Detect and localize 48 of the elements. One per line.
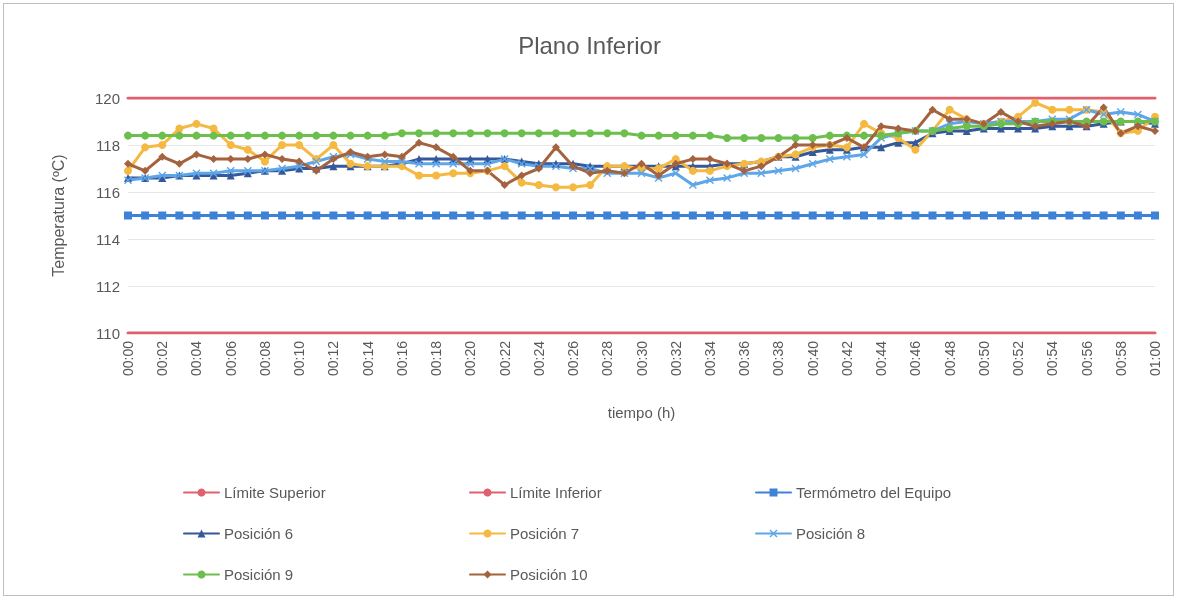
chart-title: Plano Inferior <box>518 31 661 59</box>
x-tick-label: 00:28 <box>599 340 616 377</box>
x-tick-label: 00:40 <box>804 340 821 377</box>
y-tick-label: 116 <box>96 183 120 201</box>
x-tick-label: 00:10 <box>291 340 308 377</box>
x-tick-label: 00:36 <box>736 340 753 377</box>
x-tick-label: 00:16 <box>393 340 410 377</box>
y-tick-label: 120 <box>94 89 120 107</box>
legend-label: Termómetro del Equipo <box>796 484 952 501</box>
x-tick-label: 00:52 <box>1010 340 1027 377</box>
x-tick-label: 00:44 <box>873 340 890 377</box>
x-tick-label: 00:46 <box>907 340 924 377</box>
y-tick-label: 112 <box>96 277 120 295</box>
legend-label: Posición 7 <box>510 525 580 542</box>
x-tick-label: 00:32 <box>667 340 684 377</box>
legend-label: Límite Superior <box>224 484 326 501</box>
legend-label: Posición 8 <box>796 525 866 542</box>
x-tick-label: 00:22 <box>496 340 513 377</box>
x-tick-label: 00:56 <box>1078 340 1095 377</box>
x-tick-label: 00:00 <box>120 340 136 377</box>
x-tick-label: 00:20 <box>462 340 479 377</box>
x-tick-label: 00:18 <box>428 340 445 377</box>
x-tick-label: 00:02 <box>154 340 171 377</box>
y-axis-title: Temperatura (ºC) <box>49 154 67 277</box>
x-tick-label: 00:50 <box>975 340 992 377</box>
x-tick-label: 00:04 <box>188 340 205 377</box>
legend-label: Posición 10 <box>510 566 588 583</box>
x-tick-label: 01:00 <box>1147 340 1163 377</box>
x-tick-label: 00:42 <box>838 340 855 377</box>
x-tick-label: 00:58 <box>1112 340 1129 377</box>
x-axis-title: tiempo (h) <box>607 404 676 421</box>
x-tick-label: 00:12 <box>325 340 342 377</box>
legend-label: Posición 6 <box>224 525 294 542</box>
x-tick-label: 00:30 <box>633 340 650 377</box>
y-tick-label: 110 <box>96 324 120 342</box>
y-tick-label: 114 <box>96 230 120 248</box>
legend-label: Posición 9 <box>224 566 294 583</box>
y-tick-label: 118 <box>96 136 120 154</box>
legend-label: Límite Inferior <box>510 484 602 501</box>
x-tick-label: 00:24 <box>530 340 547 377</box>
x-tick-label: 00:48 <box>941 340 958 377</box>
x-tick-label: 00:14 <box>359 340 376 377</box>
x-tick-label: 00:54 <box>1044 340 1061 377</box>
x-tick-label: 00:08 <box>256 340 273 377</box>
x-tick-label: 00:06 <box>222 340 239 377</box>
x-tick-label: 00:38 <box>770 340 787 377</box>
x-tick-label: 00:34 <box>701 340 718 377</box>
x-tick-label: 00:26 <box>565 340 582 377</box>
